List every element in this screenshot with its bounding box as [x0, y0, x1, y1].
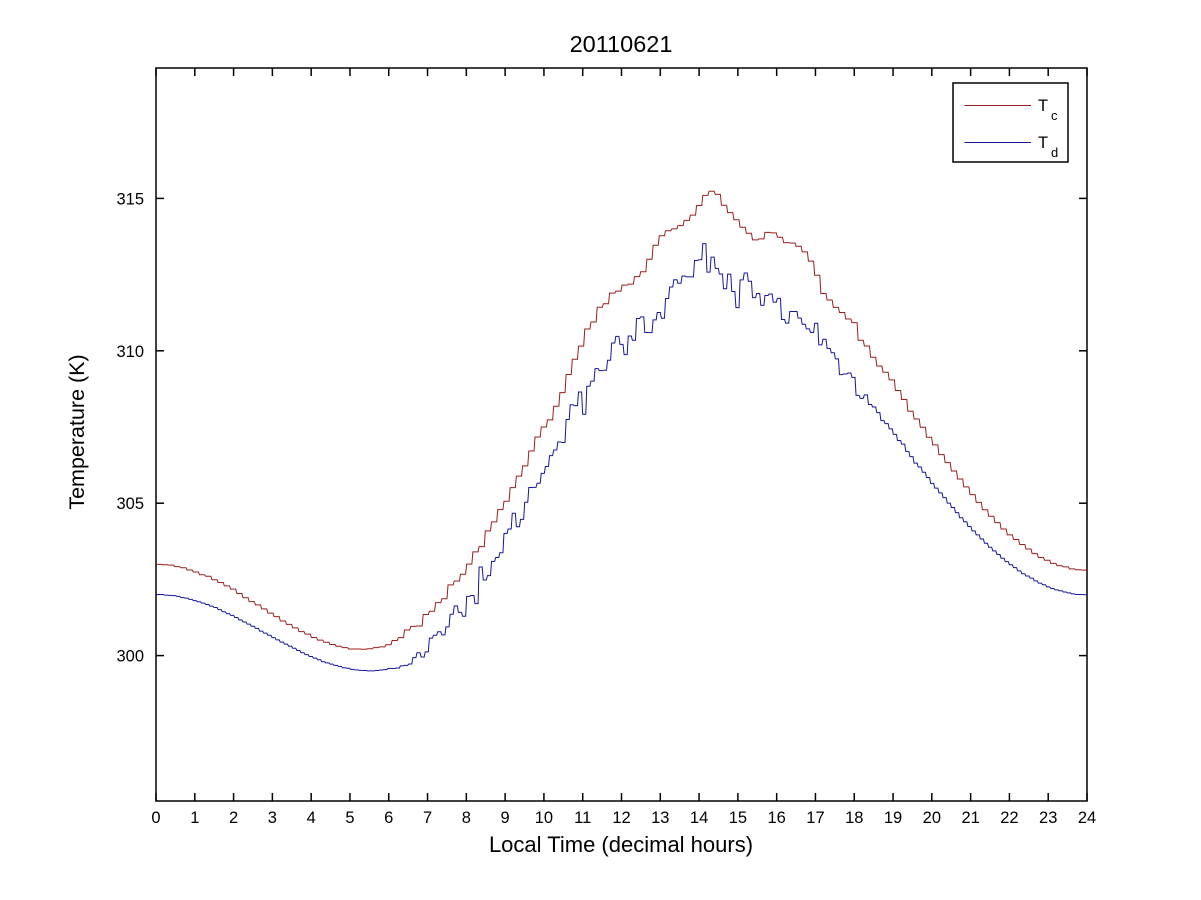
svg-text:0: 0 — [151, 809, 160, 827]
svg-text:310: 310 — [116, 343, 144, 361]
svg-text:23: 23 — [1039, 809, 1057, 827]
svg-text:17: 17 — [806, 809, 824, 827]
svg-text:11: 11 — [574, 809, 591, 827]
svg-text:24: 24 — [1078, 809, 1096, 827]
svg-text:13: 13 — [651, 809, 669, 827]
svg-text:T: T — [1038, 97, 1048, 115]
svg-text:5: 5 — [345, 809, 354, 827]
svg-text:315: 315 — [116, 190, 144, 208]
svg-text:300: 300 — [116, 648, 144, 666]
svg-text:7: 7 — [423, 809, 432, 827]
svg-text:20110621: 20110621 — [570, 31, 673, 57]
svg-text:305: 305 — [116, 495, 144, 513]
svg-text:22: 22 — [1000, 809, 1018, 827]
svg-text:T: T — [1038, 134, 1048, 152]
svg-text:8: 8 — [462, 809, 471, 827]
svg-text:1: 1 — [190, 809, 199, 827]
svg-text:c: c — [1051, 108, 1058, 123]
svg-text:16: 16 — [767, 809, 785, 827]
svg-text:6: 6 — [384, 809, 393, 827]
svg-text:15: 15 — [729, 809, 747, 827]
svg-text:Local Time (decimal hours): Local Time (decimal hours) — [489, 832, 753, 857]
svg-text:Temperature (K): Temperature (K) — [65, 354, 89, 509]
svg-text:d: d — [1051, 145, 1058, 160]
svg-text:2: 2 — [229, 809, 238, 827]
svg-text:20: 20 — [923, 809, 941, 827]
svg-text:19: 19 — [884, 809, 902, 827]
svg-text:4: 4 — [307, 809, 316, 827]
svg-text:3: 3 — [268, 809, 277, 827]
svg-text:14: 14 — [690, 809, 708, 827]
svg-text:9: 9 — [501, 809, 510, 827]
svg-text:10: 10 — [535, 809, 553, 827]
svg-text:18: 18 — [845, 809, 863, 827]
svg-text:21: 21 — [961, 809, 979, 827]
svg-text:12: 12 — [612, 809, 630, 827]
